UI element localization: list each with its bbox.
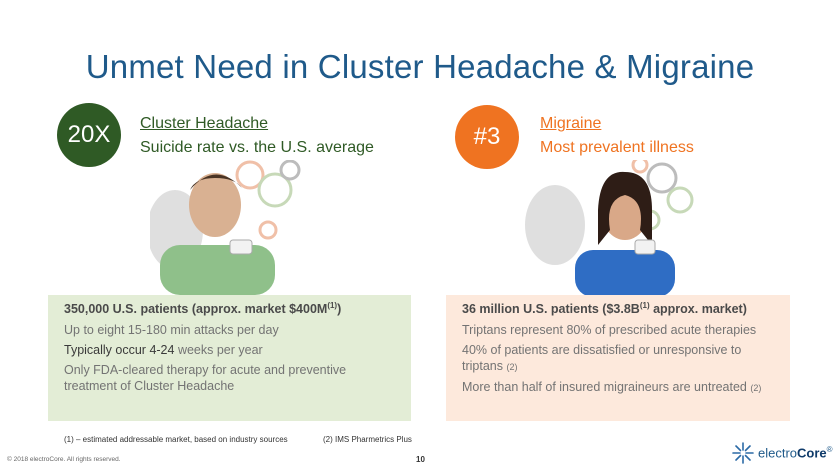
migraine-subheading: Most prevalent illness <box>540 139 694 156</box>
brand-wordmark: electroCore® <box>758 445 833 461</box>
migraine-fact-untreated: More than half of insured migraineurs ar… <box>462 380 762 395</box>
electrocore-logo: electroCore® <box>732 442 833 464</box>
cluster-header: Cluster Headache Suicide rate vs. the U.… <box>140 112 374 160</box>
migraine-header: Migraine Most prevalent illness <box>540 112 694 160</box>
cluster-fact-weeks: Typically occur 4-24 weeks per year <box>64 343 263 358</box>
migraine-lead: 36 million U.S. patients ($3.8B(1) appro… <box>462 301 747 317</box>
cluster-heading: Cluster Headache <box>140 115 269 132</box>
cluster-subheading: Suicide rate vs. the U.S. average <box>140 139 374 156</box>
cluster-lead: 350,000 U.S. patients (approx. market $4… <box>64 301 342 317</box>
footnote-market: (1) – estimated addressable market, base… <box>64 435 288 444</box>
stat-badge-cluster: 20X <box>57 103 121 167</box>
page-number: 10 <box>416 455 425 464</box>
migraine-facts-panel: 36 million U.S. patients ($3.8B(1) appro… <box>446 295 790 421</box>
cluster-fact-therapy: Only FDA-cleared therapy for acute and p… <box>64 363 347 394</box>
migraine-fact-dissatisfied: 40% of patients are dissatisfied or unre… <box>462 343 742 374</box>
cluster-fact-attacks: Up to eight 15-180 min attacks per day <box>64 323 279 338</box>
slide-title: Unmet Need in Cluster Headache & Migrain… <box>85 48 755 85</box>
stat-badge-migraine: #3 <box>455 105 519 169</box>
copyright-text: © 2018 electroCore. All rights reserved. <box>7 456 121 463</box>
cluster-patient-photo <box>150 160 305 295</box>
migraine-patient-photo <box>500 160 700 297</box>
migraine-fact-triptans: Triptans represent 80% of prescribed acu… <box>462 323 757 338</box>
cluster-facts-panel: 350,000 U.S. patients (approx. market $4… <box>48 295 411 421</box>
migraine-heading: Migraine <box>540 115 602 132</box>
starburst-icon <box>732 442 754 464</box>
footnote-ims: (2) IMS Pharmetrics Plus <box>323 435 412 444</box>
